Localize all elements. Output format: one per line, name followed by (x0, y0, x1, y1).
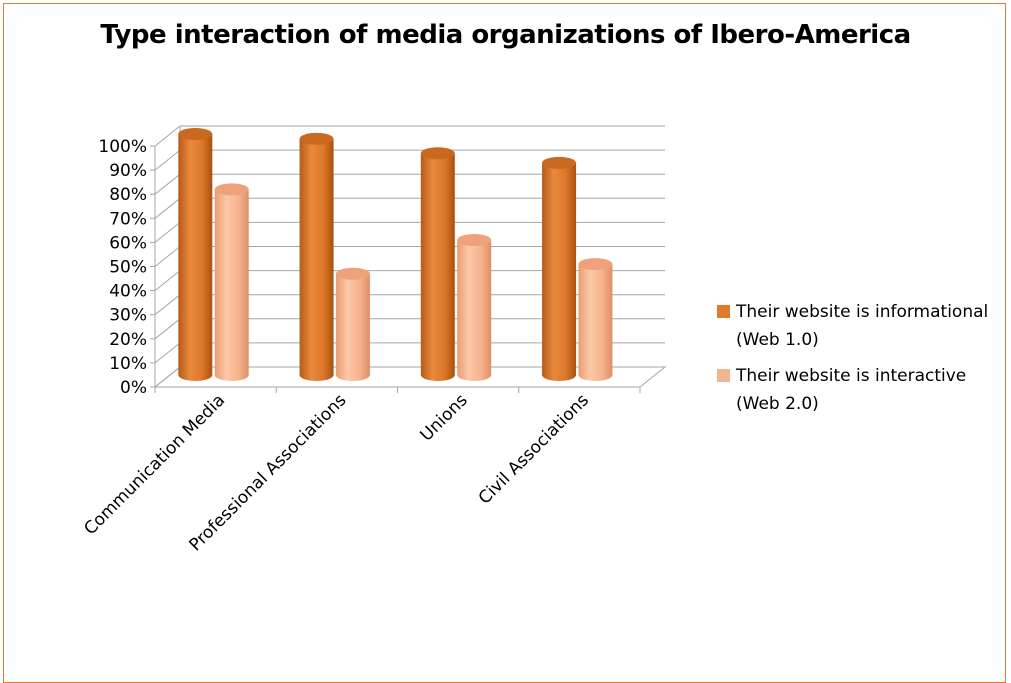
bar-body (578, 264, 613, 381)
bar-web1-0 (178, 128, 213, 381)
y-tick-label: 10% (109, 354, 147, 374)
floor (153, 366, 667, 388)
y-tick-label: 50% (109, 258, 147, 278)
legend-label-web1: Their website is informational (Web 1.0) (736, 302, 989, 350)
gridline-side (154, 197, 181, 219)
bar-web2-1 (335, 267, 370, 381)
bar-body (299, 138, 334, 381)
bar-web1-3 (542, 156, 577, 381)
x-category-label: Unions (417, 390, 472, 445)
bar-web1-2 (420, 147, 455, 381)
bar-cap (457, 234, 492, 247)
bar-body (542, 162, 577, 381)
legend-swatch-web1 (717, 305, 730, 318)
bar-body (214, 189, 249, 381)
chart-plot: 0% 10% 20% 30% 40% 50% 60% 70% 80% 90% 100% Commun… (80, 125, 667, 555)
gridline-side (154, 222, 181, 243)
bar-body (178, 134, 213, 381)
gridline-side (154, 173, 181, 195)
legend-swatch-web2 (717, 369, 730, 382)
chart-title: Type interaction of media organizations … (100, 20, 911, 50)
gridline-side (154, 246, 181, 267)
gridline-side (154, 125, 181, 147)
gridline-side (154, 294, 181, 316)
y-tick-label: 70% (109, 209, 147, 229)
bar-cap (542, 156, 577, 169)
bar-web1-1 (299, 132, 334, 381)
bar-cap (335, 267, 370, 280)
y-tick-label: 90% (109, 161, 147, 181)
bar-web2-2 (457, 234, 492, 381)
legend-item-web1: Their website is informational (Web 1.0) (717, 298, 1007, 354)
legend-label-web2: Their website is interactive (Web 2.0) (736, 366, 967, 414)
bar-body (420, 153, 455, 381)
y-tick-label: 30% (109, 306, 147, 326)
bar-cap (214, 183, 249, 196)
bar-cap (420, 147, 455, 160)
bar-web2-0 (214, 183, 249, 381)
bar-cap (178, 128, 213, 140)
bar-cap (299, 132, 334, 145)
y-tick-label: 20% (109, 330, 147, 350)
gridline-side (154, 342, 181, 364)
bar-web2-3 (578, 258, 613, 381)
y-tick-label: 100% (98, 137, 147, 157)
bar-body (335, 273, 370, 381)
y-tick-label: 60% (109, 233, 147, 253)
legend-item-web2: Their website is interactive (Web 2.0) (717, 362, 1007, 418)
y-tick-label: 40% (109, 282, 147, 302)
x-category-label: Communication Media (80, 390, 229, 539)
bar-body (457, 240, 492, 381)
y-tick-label: 0% (120, 378, 147, 398)
gridline-side (154, 270, 181, 291)
y-tick-label: 80% (109, 185, 147, 205)
gridline-side (154, 318, 181, 340)
x-category-label: Civil Associations (475, 390, 593, 508)
gridline-side (154, 149, 181, 171)
chart-legend: Their website is informational (Web 1.0)… (717, 298, 1007, 426)
bar-cap (578, 258, 613, 271)
